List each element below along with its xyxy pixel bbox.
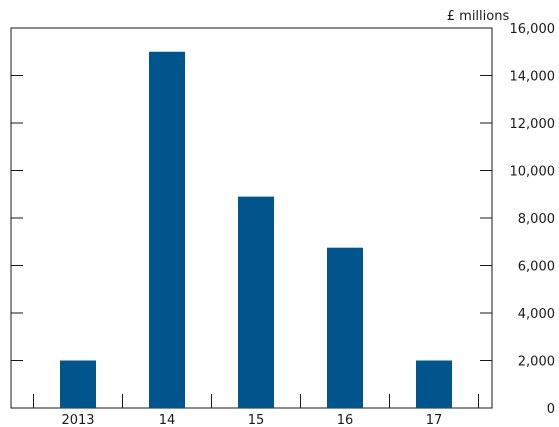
y-tick-label: 12,000	[510, 117, 556, 132]
y-tick-label: 14,000	[510, 70, 556, 85]
bar-2013	[60, 360, 96, 408]
x-ticks: 2013 14 15 16 17	[33, 394, 479, 427]
y-unit-label: £ millions	[447, 9, 510, 24]
x-tick-label: 14	[159, 413, 176, 427]
bar-17	[416, 360, 452, 408]
y-ticks: 0 2,000 4,000 6,000 8,000 10,000 12,000 14,000 1…	[11, 22, 555, 417]
y-tick-label: 0	[547, 402, 555, 417]
y-tick-label: 10,000	[510, 165, 556, 180]
bar-16	[327, 247, 363, 408]
y-tick-label: 4,000	[518, 307, 555, 322]
y-tick-label: 16,000	[510, 22, 556, 37]
x-tick-label: 16	[337, 413, 354, 427]
x-tick-label: 17	[426, 413, 443, 427]
y-tick-label: 6,000	[518, 260, 555, 275]
x-tick-label: 15	[248, 413, 265, 427]
x-tick-label: 2013	[61, 413, 94, 427]
bar-14	[149, 51, 185, 408]
bar-15	[238, 196, 274, 408]
y-tick-label: 8,000	[518, 212, 555, 227]
y-tick-label: 2,000	[518, 355, 555, 370]
bars	[60, 51, 452, 408]
